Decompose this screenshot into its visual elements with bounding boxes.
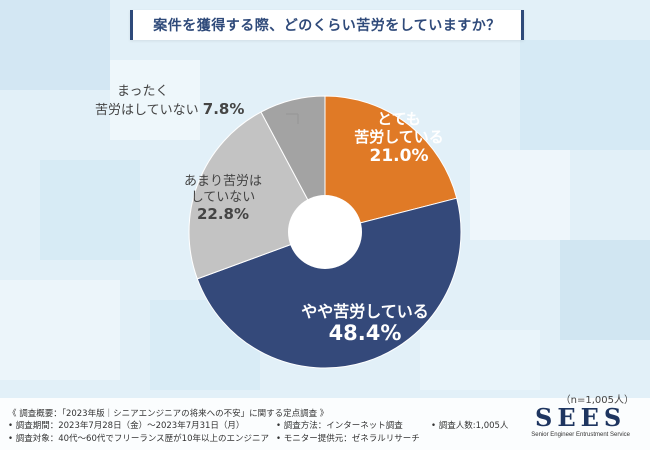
slice-label-somewhat-hard: やや苦労している 48.4% bbox=[301, 302, 429, 346]
sees-logo: SEES Senior Engineer Entrustment Service bbox=[531, 403, 630, 439]
sample-size: （n=1,005人） bbox=[560, 395, 634, 406]
survey-overview: 《 調査概要：「2023年版｜シニアエンジニアの将来への不安」に関する定点調査 … bbox=[8, 408, 508, 445]
donut-hole bbox=[288, 195, 362, 269]
survey-target: • 調査対象：40代〜60代でフリーランス歴が10年以上のエンジニア bbox=[8, 433, 269, 444]
slice-label-not-hard-at-all: まったく 苦労はしていない 7.8% bbox=[95, 84, 245, 118]
slice-label-not-very-hard: あまり苦労は していない 22.8% bbox=[183, 174, 262, 224]
survey-period: • 調査期間：2023年7月28日（金）〜2023年7月31日（月） bbox=[8, 421, 245, 432]
slice-very-hard bbox=[324, 95, 458, 233]
slice-not-hard-at-all bbox=[260, 95, 326, 233]
chart-title: 案件を獲得する際、どのくらい苦労をしていますか？ bbox=[130, 10, 524, 40]
logo-subtitle: Senior Engineer Entrustment Service bbox=[531, 432, 630, 438]
logo-text: SEES bbox=[535, 403, 627, 432]
monitor-provider: • モニター提供元：ゼネラルリサーチ bbox=[276, 433, 420, 444]
survey-count: • 調査人数:1,005人 bbox=[431, 421, 509, 432]
slice-label-very-hard: とても 苦労している 21.0% bbox=[354, 110, 444, 166]
slice-somewhat-hard bbox=[196, 197, 462, 369]
survey-method: • 調査方法：インターネット調査 bbox=[276, 421, 403, 432]
overview-title: 《 調査概要：「2023年版｜シニアエンジニアの将来への不安」に関する定点調査 … bbox=[8, 409, 329, 419]
